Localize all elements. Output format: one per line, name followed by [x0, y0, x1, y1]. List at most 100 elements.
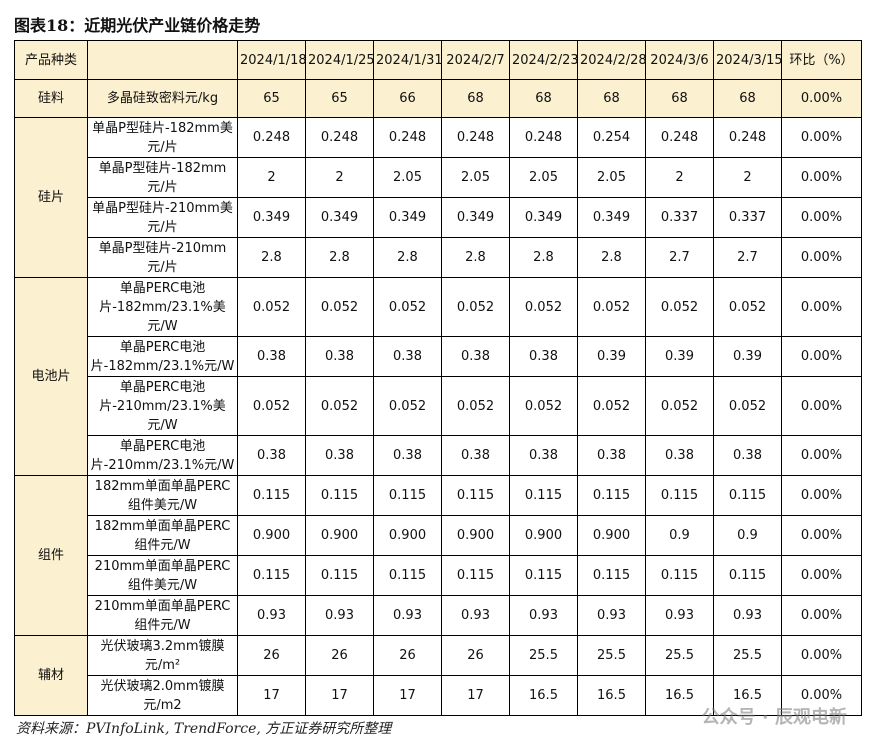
value-cell: 0.38: [237, 435, 306, 476]
value-cell: 0.052: [373, 277, 442, 337]
value-cell: 2: [305, 157, 374, 198]
value-cell: 2.8: [373, 237, 442, 278]
value-cell: 68: [713, 79, 782, 118]
value-cell: 0.900: [305, 515, 374, 556]
header-date: 2024/1/18: [237, 40, 307, 80]
value-cell: 25.5: [577, 635, 646, 676]
value-cell: 2.05: [373, 157, 442, 198]
table-row: 组件 182mm单面单晶PERC组件美元/W 0.115 0.115 0.115 0.11…: [14, 475, 862, 636]
value-cell: 0.115: [509, 475, 578, 516]
value-cell: 0.248: [645, 117, 714, 158]
change-cell: 0.00%: [781, 336, 862, 377]
value-cell: 0.900: [441, 515, 510, 556]
value-cell: 0.900: [577, 515, 646, 556]
value-cell: 26: [305, 635, 374, 676]
table-row: 210mm单面单晶PERC组件美元/W 0.115 0.115 0.115 0.115 0…: [15, 555, 862, 596]
source-note: 资料来源：PVInfoLink, TrendForce, 方正证券研究所整理: [16, 721, 392, 737]
value-cell: 0.337: [645, 197, 714, 238]
item-cell: 210mm单面单晶PERC组件元/W: [87, 595, 238, 636]
table-row: 硅片 单晶P型硅片-182mm美元/片 0.248 0.248 0.248 0.248 0.…: [14, 117, 862, 278]
value-cell: 25.5: [509, 635, 578, 676]
value-cell: 0.115: [577, 475, 646, 516]
value-cell: 0.38: [441, 336, 510, 377]
item-cell: 光伏玻璃3.2mm镀膜元/m²: [87, 635, 238, 676]
value-cell: 25.5: [713, 635, 782, 676]
change-cell: 0.00%: [781, 157, 862, 198]
value-cell: 65: [237, 79, 306, 118]
value-cell: 0.248: [509, 117, 578, 158]
value-cell: 0.115: [645, 555, 714, 596]
value-cell: 0.93: [373, 595, 442, 636]
value-cell: 25.5: [645, 635, 714, 676]
table-row: 单晶PERC电池片-210mm/23.1%美元/W 0.052 0.052 0.052…: [15, 376, 862, 436]
value-cell: 2.8: [441, 237, 510, 278]
table-row: 182mm单面单晶PERC组件元/W 0.900 0.900 0.900 0.900 0.…: [15, 515, 862, 556]
value-cell: 0.9: [713, 515, 782, 556]
value-cell: 0.052: [577, 376, 646, 436]
change-cell: 0.00%: [781, 435, 862, 476]
value-cell: 0.38: [373, 435, 442, 476]
value-cell: 0.052: [713, 376, 782, 436]
value-cell: 0.254: [577, 117, 646, 158]
value-cell: 16.5: [577, 675, 646, 716]
value-cell: 0.349: [237, 197, 306, 238]
table-row: 单晶PERC电池片-182mm/23.1%元/W 0.38 0.38 0.38 0.38…: [15, 336, 862, 377]
value-cell: 0.052: [645, 277, 714, 337]
value-cell: 0.052: [645, 376, 714, 436]
value-cell: 0.349: [305, 197, 374, 238]
item-cell: 单晶PERC电池片-210mm/23.1%美元/W: [87, 376, 238, 436]
value-cell: 0.93: [305, 595, 374, 636]
item-cell: 单晶P型硅片-182mm美元/片: [87, 117, 238, 158]
item-cell: 单晶P型硅片-210mm美元/片: [87, 197, 238, 238]
change-cell: 0.00%: [781, 277, 862, 337]
value-cell: 0.052: [373, 376, 442, 436]
value-cell: 0.115: [645, 475, 714, 516]
value-cell: 0.349: [509, 197, 578, 238]
value-cell: 0.115: [305, 475, 374, 516]
value-cell: 0.115: [713, 475, 782, 516]
change-cell: 0.00%: [781, 595, 862, 636]
value-cell: 0.115: [237, 475, 306, 516]
change-cell: 0.00%: [781, 79, 862, 118]
value-cell: 68: [577, 79, 646, 118]
value-cell: 0.052: [441, 376, 510, 436]
value-cell: 65: [305, 79, 374, 118]
value-cell: 66: [373, 79, 442, 118]
change-cell: 0.00%: [781, 376, 862, 436]
value-cell: 0.9: [645, 515, 714, 556]
item-cell: 182mm单面单晶PERC组件元/W: [87, 515, 238, 556]
value-cell: 0.93: [645, 595, 714, 636]
value-cell: 0.052: [305, 376, 374, 436]
value-cell: 26: [441, 635, 510, 676]
value-cell: 0.052: [441, 277, 510, 337]
value-cell: 0.900: [509, 515, 578, 556]
value-cell: 2.8: [237, 237, 306, 278]
value-cell: 0.248: [441, 117, 510, 158]
item-cell: 182mm单面单晶PERC组件美元/W: [87, 475, 238, 516]
value-cell: 0.349: [373, 197, 442, 238]
value-cell: 0.115: [713, 555, 782, 596]
header-date: 2024/1/31: [373, 40, 443, 80]
value-cell: 0.93: [237, 595, 306, 636]
value-cell: 0.052: [509, 376, 578, 436]
value-cell: 0.052: [713, 277, 782, 337]
change-cell: 0.00%: [781, 197, 862, 238]
category-cell: 辅材: [14, 635, 88, 716]
item-cell: 210mm单面单晶PERC组件美元/W: [87, 555, 238, 596]
value-cell: 2.8: [577, 237, 646, 278]
value-cell: 0.38: [305, 435, 374, 476]
value-cell: 0.38: [713, 435, 782, 476]
value-cell: 0.052: [237, 277, 306, 337]
value-cell: 0.93: [713, 595, 782, 636]
table-row: 电池片 单晶PERC电池片-182mm/23.1%美元/W 0.052 0.052 0.…: [14, 277, 862, 476]
change-cell: 0.00%: [781, 475, 862, 516]
value-cell: 0.39: [645, 336, 714, 377]
value-cell: 0.38: [577, 435, 646, 476]
value-cell: 68: [645, 79, 714, 118]
value-cell: 0.349: [577, 197, 646, 238]
value-cell: 0.248: [237, 117, 306, 158]
item-cell: 单晶PERC电池片-182mm/23.1%元/W: [87, 336, 238, 377]
value-cell: 0.248: [713, 117, 782, 158]
value-cell: 2: [645, 157, 714, 198]
table-row: 辅材 光伏玻璃3.2mm镀膜元/m² 26 26 26 26 25.5 25.5 25.5 25.…: [14, 635, 862, 716]
